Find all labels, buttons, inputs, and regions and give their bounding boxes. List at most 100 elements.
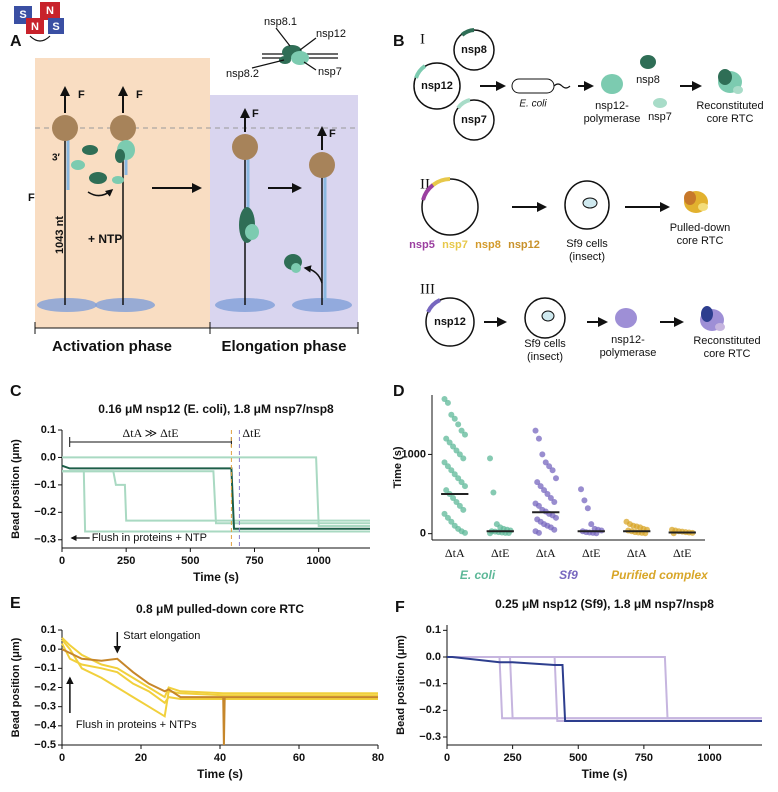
magnet-pole: N <box>46 5 54 17</box>
y-axis-label: Bead position (μm) <box>10 439 22 539</box>
x-tick-label: 0 <box>59 555 65 567</box>
group-label: Purified complex <box>611 568 709 582</box>
x-tick-label: ΔtE <box>491 546 509 560</box>
y-tick-label: 1000 <box>402 448 426 460</box>
y-tick-label: 0 <box>420 528 426 540</box>
plasmid-label: nsp12 <box>421 80 453 92</box>
phase-label: Elongation phase <box>221 338 346 355</box>
x-tick-label: 750 <box>635 752 653 764</box>
trace <box>62 470 370 525</box>
dna-length: 1043 nt <box>54 216 66 254</box>
magnet-pole: S <box>19 9 26 21</box>
data-point <box>487 455 494 462</box>
gene-label: nsp5 <box>409 239 435 251</box>
data-point <box>448 467 455 474</box>
data-point <box>451 471 458 478</box>
data-point <box>535 435 542 442</box>
trace <box>447 656 762 722</box>
gene-label: nsp12 <box>508 239 540 251</box>
magnet-pole: N <box>31 21 39 33</box>
trace <box>61 636 378 699</box>
force-label: F <box>252 108 259 120</box>
y-tick-label: 0.1 <box>41 424 56 436</box>
x-tick-label: 500 <box>181 555 199 567</box>
trace <box>62 456 370 527</box>
result-label: core RTC <box>677 235 724 247</box>
annotation: Flush in proteins + NTP <box>92 532 207 544</box>
data-point <box>532 427 539 434</box>
y-axis-label: Bead position (μm) <box>395 635 407 735</box>
trace <box>447 656 762 720</box>
host-label: (insect) <box>569 251 605 263</box>
result-label: Reconstituted <box>693 335 760 347</box>
data-point <box>443 435 450 442</box>
trace <box>62 470 370 533</box>
data-point <box>450 495 457 502</box>
data-point <box>441 459 448 466</box>
result-label: Reconstituted <box>696 100 763 112</box>
force-label: F <box>329 128 336 140</box>
data-point <box>444 399 451 406</box>
route-numeral: III <box>420 281 435 297</box>
protein-label: nsp8.1 <box>264 16 297 28</box>
data-point <box>460 455 467 462</box>
data-point <box>453 498 460 505</box>
data-point <box>450 443 457 450</box>
data-point <box>490 489 497 496</box>
route-numeral: II <box>420 176 430 192</box>
chart-title: 0.16 μM nsp12 (E. coli), 1.8 μM nsp7/nsp… <box>98 402 334 416</box>
data-point <box>549 467 556 474</box>
x-tick-label: 250 <box>117 555 135 567</box>
group-label: Sf9 <box>559 568 578 582</box>
data-point <box>455 475 462 482</box>
y-tick-label: 0.1 <box>426 624 441 636</box>
data-point <box>542 459 549 466</box>
x-tick-label: 250 <box>503 752 521 764</box>
y-tick-label: −0.1 <box>419 678 441 690</box>
x-axis-label: Time (s) <box>193 570 239 584</box>
trace <box>61 464 370 530</box>
data-point <box>534 479 541 486</box>
magnet: S N N S <box>14 2 64 42</box>
ntp-label: + NTP <box>88 232 122 246</box>
host-label: (insect) <box>527 351 563 363</box>
x-tick-label: 500 <box>569 752 587 764</box>
trace <box>447 656 762 720</box>
data-point <box>581 497 588 504</box>
plasmid-label: nsp8 <box>461 44 487 56</box>
data-point <box>552 514 559 521</box>
data-point <box>448 518 455 525</box>
y-tick-label: 0.0 <box>426 651 441 663</box>
phase-label: Activation phase <box>52 338 172 355</box>
data-point <box>458 427 465 434</box>
x-tick-label: 750 <box>245 555 263 567</box>
force-label: F <box>136 89 143 101</box>
y-tick-label: −0.1 <box>34 479 56 491</box>
trace <box>447 656 762 720</box>
x-tick-label: ΔtA <box>627 546 647 560</box>
data-point <box>551 526 558 533</box>
panel-label: C <box>10 383 22 400</box>
route-3-shapes <box>425 297 725 347</box>
x-tick-label: ΔtA <box>536 546 556 560</box>
trace <box>61 642 378 705</box>
plasmid-label: nsp12 <box>434 316 466 328</box>
data-point <box>453 447 460 454</box>
data-point <box>541 487 548 494</box>
trace <box>61 648 378 746</box>
y-tick-label: −0.4 <box>34 720 57 732</box>
gene-label: nsp8 <box>475 239 501 251</box>
data-point <box>588 521 595 528</box>
data-point <box>456 502 463 509</box>
data-point <box>544 491 551 498</box>
data-point <box>441 510 448 517</box>
tethers <box>37 86 352 312</box>
data-point <box>448 411 455 418</box>
product-label: polymerase <box>600 347 657 359</box>
data-point <box>460 506 467 513</box>
rtc-complex <box>251 27 338 71</box>
annotation: ΔtE <box>242 426 260 440</box>
data-point <box>444 463 451 470</box>
protein-label: nsp7 <box>318 66 342 78</box>
